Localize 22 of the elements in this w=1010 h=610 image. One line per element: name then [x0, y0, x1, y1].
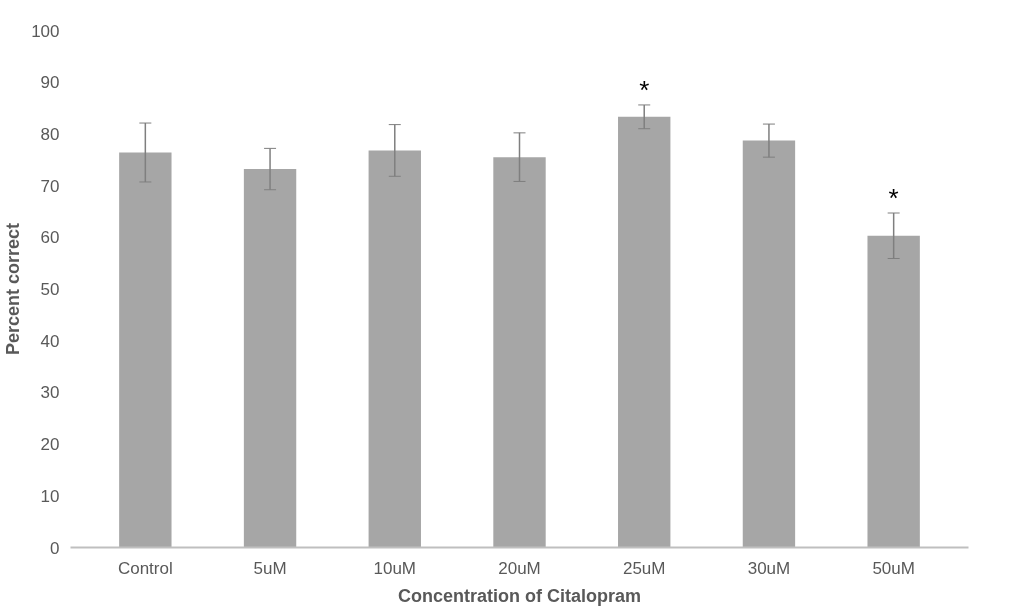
y-tick-label: 30	[40, 383, 60, 403]
y-tick-label: 20	[40, 435, 60, 455]
x-tick-label: 20uM	[498, 558, 541, 578]
y-axis-title: Percent correct	[3, 222, 24, 356]
y-tick-label: 50	[40, 280, 60, 299]
x-tick-label: 30uM	[747, 558, 791, 578]
y-tick-label: 80	[40, 124, 60, 144]
x-axis-title: Concentration of Citalopram	[398, 585, 642, 606]
x-tick-label: 50uM	[872, 558, 915, 578]
y-tick-label: 90	[40, 73, 60, 93]
y-tick-label: 40	[40, 331, 60, 351]
y-tick-label: 10	[40, 486, 60, 506]
annotation: *	[639, 74, 650, 105]
x-tick-label: 25uM	[622, 558, 666, 578]
x-tick-label: 10uM	[373, 558, 417, 578]
x-tick-label: Control	[117, 558, 173, 578]
y-tick-label: 70	[40, 176, 60, 196]
y-tick-label: 100	[31, 21, 60, 41]
y-tick-label: 60	[40, 228, 60, 248]
annotation: *	[888, 183, 899, 213]
x-tick-label: 5uM	[253, 558, 287, 578]
y-tick-label: 0	[50, 538, 60, 558]
